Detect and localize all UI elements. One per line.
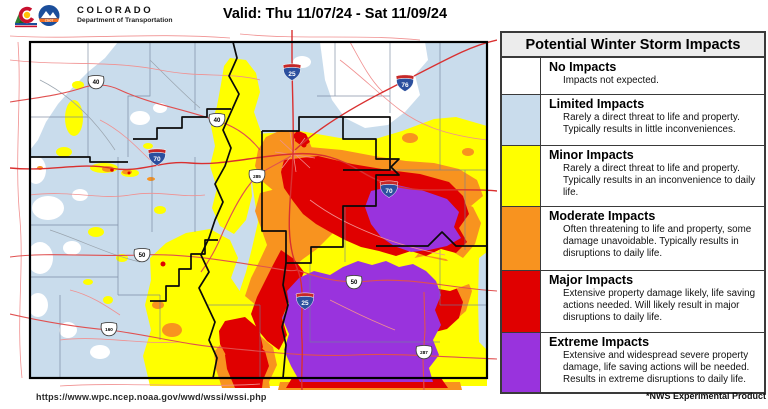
legend-desc: Extensive property damage likely, life s… <box>563 288 756 323</box>
colorado-state-logo-icon <box>15 6 37 28</box>
route-shields-layer: 25 76 70 70 25 40 40 50 50 285 160 287 <box>87 63 433 360</box>
interstate-shield: 76 <box>395 74 415 92</box>
brand-subtitle: Department of Transportation <box>77 17 173 25</box>
svg-text:25: 25 <box>301 300 309 307</box>
legend-row-limited-impacts: Limited Impacts Rarely a direct threat t… <box>502 94 764 145</box>
us-route-shield: 160 <box>100 321 118 337</box>
legend-desc: Impacts not expected. <box>563 75 659 86</box>
svg-text:160: 160 <box>105 327 113 332</box>
legend-label: Minor Impacts <box>549 148 634 162</box>
legend-desc: Extensive and widespread severe property… <box>563 350 750 385</box>
interstate-shield: 25 <box>282 63 302 81</box>
legend-desc: Rarely a direct threat to life and prope… <box>563 163 756 198</box>
svg-text:50: 50 <box>139 253 146 259</box>
legend-row-extreme-impacts: Extreme Impacts Extensive and widespread… <box>502 332 764 392</box>
legend-desc: Rarely a direct threat to life and prope… <box>563 112 740 135</box>
state-border <box>28 40 489 380</box>
legend-label: Extreme Impacts <box>549 335 650 349</box>
svg-text:287: 287 <box>420 350 428 355</box>
svg-text:25: 25 <box>288 71 296 78</box>
us-route-shield: 287 <box>415 344 433 360</box>
legend-row-minor-impacts: Minor Impacts Rarely a direct threat to … <box>502 145 764 206</box>
county-lines-layer <box>30 42 487 378</box>
svg-text:50: 50 <box>351 280 358 286</box>
svg-text:CDOT: CDOT <box>45 19 54 23</box>
extreme-impacts-swatch <box>502 333 541 392</box>
legend-table: No Impacts Impacts not expected. Limited… <box>500 58 766 394</box>
interstate-shield: 25 <box>295 292 315 310</box>
svg-text:40: 40 <box>214 118 221 124</box>
svg-text:285: 285 <box>253 174 261 179</box>
us-route-shield: 285 <box>248 168 266 184</box>
cdot-logo: CDOT <box>15 5 60 28</box>
legend-row-moderate-impacts: Moderate Impacts Often threatening to li… <box>502 206 764 270</box>
cdot-circle-logo-icon: CDOT <box>38 5 60 26</box>
no-impacts-swatch <box>502 58 541 94</box>
limited-impacts-swatch <box>502 95 541 145</box>
brand-name: COLORADO <box>77 5 154 16</box>
interstate-shield: 70 <box>379 180 399 198</box>
svg-text:76: 76 <box>401 82 409 89</box>
valid-period-title: Valid: Thu 11/07/24 - Sat 11/09/24 <box>222 6 448 22</box>
brand-block: COLORADO Department of Transportation <box>77 5 173 25</box>
legend-label: Moderate Impacts <box>549 209 656 223</box>
us-route-shield: 40 <box>208 112 226 128</box>
svg-text:70: 70 <box>153 156 161 163</box>
map-area: 25 76 70 70 25 40 40 50 50 285 160 287 <box>9 30 498 391</box>
legend-row-major-impacts: Major Impacts Extensive property damage … <box>502 270 764 332</box>
interstate-shield: 70 <box>147 148 167 166</box>
gray-roads-layer <box>39 59 201 263</box>
zone-boundaries-layer <box>30 41 487 379</box>
legend-label: No Impacts <box>549 60 617 74</box>
legend-label: Major Impacts <box>549 273 634 287</box>
major-impacts-swatch <box>502 271 541 332</box>
experimental-product-note: *NWS Experimental Product <box>645 391 766 401</box>
us-route-shield: 50 <box>133 247 151 263</box>
extreme-impacts-layer <box>282 185 461 382</box>
us-route-shield: 40 <box>87 74 105 90</box>
winter-storm-impact-map: 25 76 70 70 25 40 40 50 50 285 160 287 <box>9 30 498 391</box>
source-url: https://www.wpc.ncep.noaa.gov/wwd/wssi/w… <box>36 392 267 402</box>
minor-impacts-swatch <box>502 146 541 206</box>
legend-row-no-impacts: No Impacts Impacts not expected. <box>502 58 764 94</box>
moderate-impacts-swatch <box>502 207 541 270</box>
legend-label: Limited Impacts <box>549 97 645 111</box>
us-route-shield: 50 <box>345 274 363 290</box>
highways-layer <box>9 30 498 391</box>
legend-title: Potential Winter Storm Impacts <box>500 31 766 58</box>
legend-panel: Potential Winter Storm Impacts No Impact… <box>500 31 766 394</box>
legend-desc: Often threatening to life and property, … <box>563 224 752 259</box>
svg-text:70: 70 <box>385 188 393 195</box>
svg-text:40: 40 <box>93 80 100 86</box>
